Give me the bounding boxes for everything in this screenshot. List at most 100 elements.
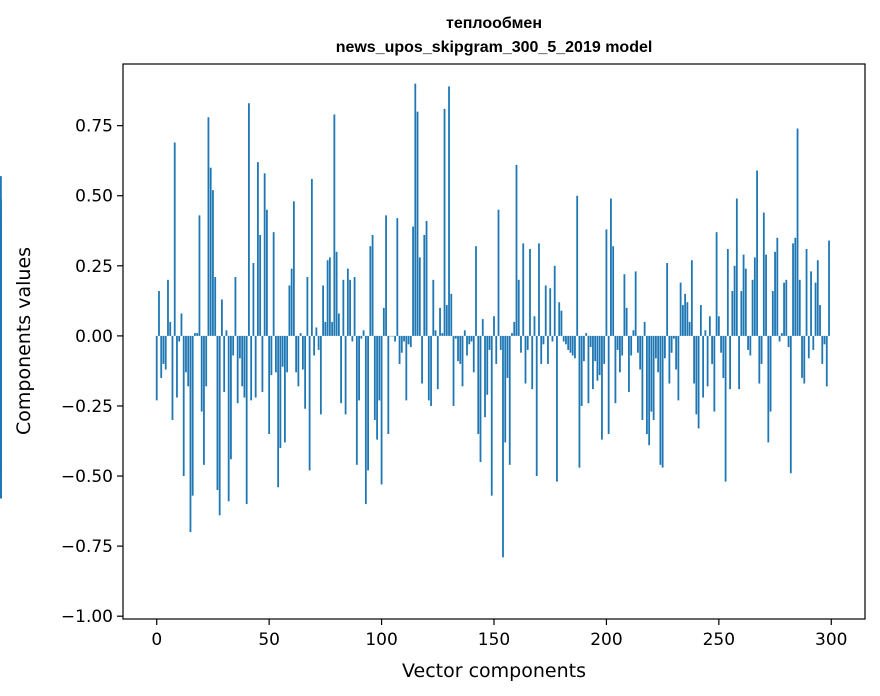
bar [225, 330, 228, 336]
bar [558, 302, 561, 336]
bar [526, 335, 529, 350]
bar [353, 277, 356, 336]
bar [290, 268, 293, 336]
bar [497, 209, 500, 336]
bar [221, 299, 223, 336]
bar [340, 335, 342, 404]
bar [203, 335, 205, 465]
bar [517, 279, 520, 336]
x-axis-ticks: 0 50 100 150 200 250 300 [151, 619, 847, 650]
bar [654, 335, 657, 359]
x-tick-label: 250 [703, 630, 735, 650]
bar [319, 335, 322, 415]
bar [690, 260, 693, 336]
chart-title: теплообмен [446, 15, 542, 32]
bar [740, 291, 743, 336]
bar [547, 335, 549, 364]
bar [178, 335, 181, 342]
bar [601, 335, 603, 440]
bar [443, 108, 446, 336]
bar [504, 335, 507, 443]
bar [234, 277, 237, 336]
bar [459, 335, 462, 364]
bar [322, 285, 325, 336]
x-tick-label: 300 [815, 630, 847, 650]
bar [185, 335, 187, 373]
bar [171, 335, 174, 420]
bar [180, 313, 183, 336]
bar [780, 333, 783, 336]
bar [679, 282, 682, 336]
bar [214, 277, 217, 336]
y-tick-label: 0.00 [75, 327, 113, 347]
y-axis-ticks: −1.00 −0.75 −0.50 −0.25 0.00 0.25 0.50 0.75 [61, 117, 123, 627]
bar [571, 335, 574, 356]
bar [515, 164, 518, 336]
bar [457, 335, 459, 362]
bar [776, 237, 779, 336]
bar [493, 316, 495, 336]
bar [594, 335, 597, 362]
bar [583, 335, 585, 362]
bar [364, 335, 367, 505]
bar [472, 335, 475, 373]
bar [245, 335, 248, 505]
bar [369, 246, 372, 336]
bar [641, 335, 644, 420]
bar [189, 335, 192, 533]
bar [499, 335, 502, 350]
bar [735, 198, 738, 336]
bar [218, 335, 221, 516]
bar [257, 162, 259, 336]
bar [382, 307, 385, 336]
bar [389, 335, 392, 337]
bar [358, 335, 360, 401]
bar [416, 111, 419, 336]
bar [194, 333, 196, 336]
bar [677, 335, 680, 401]
bar [715, 232, 718, 336]
bar [533, 316, 536, 336]
bar [643, 321, 646, 336]
bar [713, 335, 716, 412]
bar [789, 335, 792, 474]
bar [286, 335, 289, 373]
bar [567, 335, 570, 350]
bar [657, 335, 660, 373]
bar [283, 335, 286, 443]
bar [335, 251, 338, 336]
bar [441, 333, 444, 336]
bar [634, 271, 637, 336]
bar [508, 335, 511, 465]
bar [470, 335, 473, 342]
bar [812, 335, 815, 350]
bar [434, 330, 437, 336]
bar [164, 335, 167, 370]
bar [227, 335, 230, 502]
bar [432, 279, 435, 336]
bar [616, 335, 619, 350]
bar [160, 335, 163, 378]
bar [349, 279, 351, 336]
bar [697, 335, 700, 429]
chart-subtitle: news_upos_skipgram_300_5_2019 model [336, 39, 653, 56]
bar [360, 335, 363, 339]
bar [254, 335, 257, 398]
bar [430, 335, 432, 406]
bar [603, 335, 606, 364]
bar [176, 335, 178, 398]
bar [232, 335, 235, 356]
bar [792, 243, 794, 336]
bar [639, 335, 642, 370]
bar [598, 335, 601, 376]
bar [774, 251, 776, 336]
bar [717, 316, 720, 336]
bar [425, 220, 428, 336]
bar [495, 335, 498, 364]
x-tick-label: 150 [478, 630, 510, 650]
bar [216, 335, 219, 491]
bar [162, 335, 165, 364]
bar [686, 302, 689, 336]
bar [236, 335, 239, 404]
x-tick-label: 200 [590, 630, 622, 650]
